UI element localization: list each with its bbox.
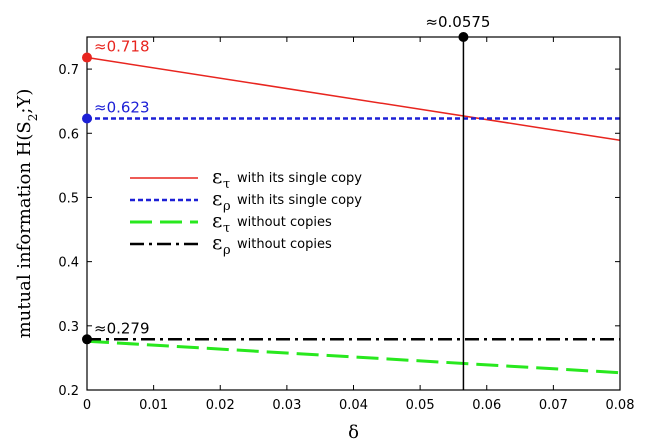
annotation-label: ≈0.0575: [425, 13, 490, 31]
legend-label: without copies: [237, 237, 332, 252]
annotation-layer: ≈0.718 ≈0.623 ≈0.279 ≈0.0575: [82, 13, 490, 345]
annotation-label: ≈0.623: [94, 99, 150, 117]
legend-label: with its single copy: [237, 193, 362, 208]
legend-symbol: ε: [212, 230, 222, 254]
annotation-label: ≈0.279: [94, 319, 150, 337]
axes-layer: 0 0.01 0.02 0.03 0.04 0.05 0.06 0.07 0.08 0.2 0.3 0…: [14, 36, 635, 443]
annotation-point: [458, 32, 469, 42]
y-tick-label: 0.2: [58, 384, 79, 399]
y-axis-title: mutual information H(S2;Y): [14, 89, 40, 339]
x-tick-label: 0.08: [606, 398, 635, 413]
series-line-3: [86, 339, 621, 375]
annotation-point: [82, 334, 92, 345]
x-tick-label: 0.07: [539, 398, 568, 413]
annotation-point: [82, 113, 92, 124]
legend-symbol: ε: [212, 208, 222, 232]
legend-symbol: ε: [212, 164, 222, 188]
series-layer: [86, 37, 621, 390]
legend-label: with its single copy: [237, 171, 362, 186]
x-tick-label: 0.04: [339, 398, 368, 413]
legend-label: without copies: [237, 215, 332, 230]
plot-frame: [86, 36, 621, 391]
x-tick-label: 0.02: [206, 398, 235, 413]
x-tick-label: 0: [83, 398, 91, 413]
y-tick-label: 0.4: [58, 256, 79, 271]
x-tick-label: 0.03: [272, 398, 301, 413]
legend-subscript: τ: [223, 177, 230, 192]
annotation-label: ≈0.718: [94, 38, 150, 56]
y-tick-label: 0.7: [58, 63, 79, 78]
legend-subscript: τ: [223, 221, 230, 236]
legend-subscript: ρ: [223, 199, 231, 214]
y-tick-label: 0.5: [58, 191, 79, 206]
annotation-point: [82, 52, 92, 63]
x-tick-label: 0.06: [472, 398, 501, 413]
x-tick-label: 0.01: [139, 398, 168, 413]
legend-symbol: ε: [212, 186, 222, 210]
y-tick-label: 0.3: [58, 320, 79, 335]
series-line-1: [86, 56, 621, 142]
y-tick-label: 0.6: [58, 127, 79, 142]
legend-subscript: ρ: [223, 243, 231, 258]
x-tick-label: 0.05: [406, 398, 435, 413]
x-axis-title: δ: [348, 422, 359, 443]
